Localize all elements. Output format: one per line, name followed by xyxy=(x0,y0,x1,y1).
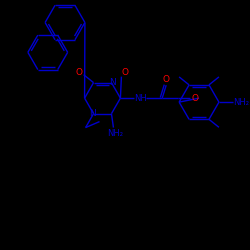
Text: N: N xyxy=(89,109,96,118)
Text: NH: NH xyxy=(134,94,147,103)
Text: O: O xyxy=(163,75,170,84)
Text: NH₂: NH₂ xyxy=(108,129,124,138)
Text: O: O xyxy=(122,68,129,77)
Text: O: O xyxy=(75,68,82,77)
Text: NH₂: NH₂ xyxy=(233,98,249,106)
Text: O: O xyxy=(192,94,198,103)
Text: N: N xyxy=(109,78,116,87)
